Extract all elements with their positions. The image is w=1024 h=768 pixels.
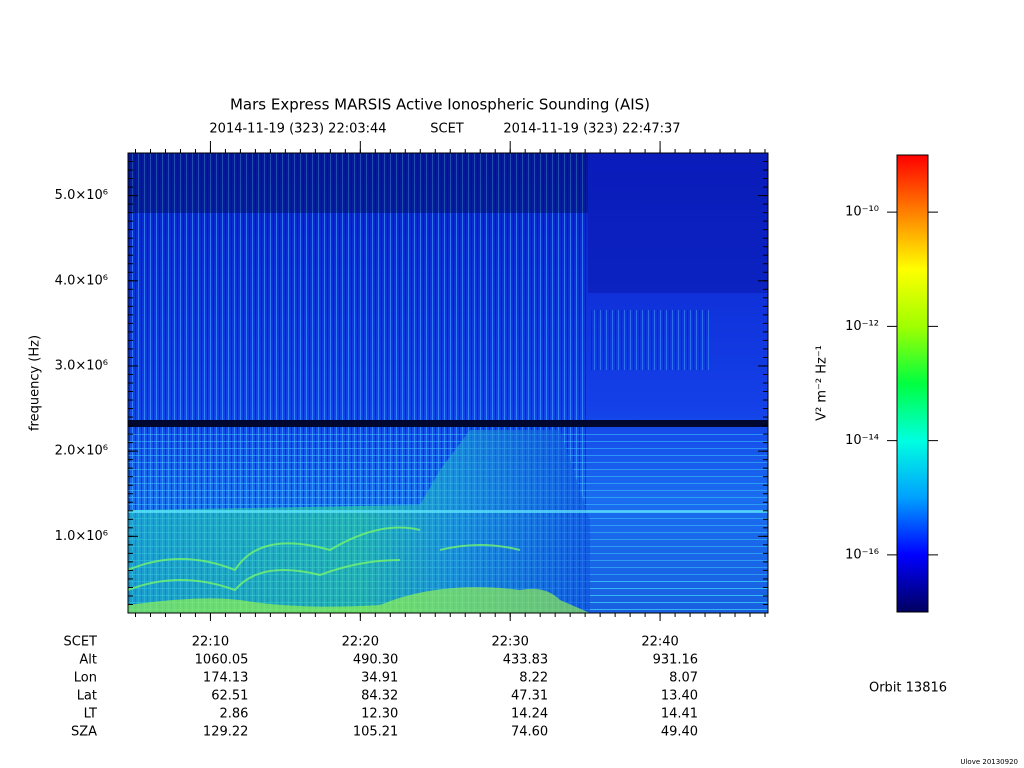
x-tick-label: 22:10 (192, 635, 229, 650)
ephemeris-row-label: Lat (77, 689, 97, 704)
subtitle-start: 2014-11-19 (323) 22:03:44 (209, 122, 386, 137)
y-tick-label: 4.0×10⁶ (55, 273, 108, 288)
ephemeris-value: 14.41 (661, 707, 698, 722)
ephemeris-time-label: SCET (64, 635, 98, 650)
ephemeris-value: 14.24 (511, 707, 548, 722)
credit: Ulove 20130920 (960, 758, 1018, 766)
ephemeris-value: 8.22 (519, 671, 548, 686)
ephemeris-value: 34.91 (361, 671, 398, 686)
ephemeris-value: 129.22 (203, 725, 249, 740)
subtitle-end: 2014-11-19 (323) 22:47:37 (503, 122, 680, 137)
ephemeris-row-label: Lon (74, 671, 97, 686)
ephemeris-value: 13.40 (661, 689, 698, 704)
ephemeris-value: 105.21 (353, 725, 399, 740)
ephemeris-row-label: SZA (71, 725, 97, 740)
y-tick-label: 3.0×10⁶ (55, 358, 108, 373)
x-tick-label: 22:40 (641, 635, 678, 650)
ephemeris-value: 49.40 (661, 725, 698, 740)
y-tick-label: 1.0×10⁶ (55, 529, 108, 544)
colorbar-tick-label: 10⁻¹² (845, 319, 879, 334)
ephemeris-value: 433.83 (503, 653, 549, 668)
ephemeris-value: 490.30 (353, 653, 399, 668)
ephemeris-row-label: LT (84, 707, 97, 722)
ephemeris-value: 12.30 (361, 707, 398, 722)
colorbar-tick-label: 10⁻¹⁶ (845, 547, 879, 562)
colorbar (896, 154, 929, 613)
colorbar-label: V² m⁻² Hz⁻¹ (815, 345, 830, 421)
y-axis-label: frequency (Hz) (28, 335, 43, 431)
y-tick-label: 5.0×10⁶ (55, 188, 108, 203)
ephemeris-value: 8.07 (669, 671, 698, 686)
ephemeris-value: 74.60 (511, 725, 548, 740)
ephemeris-value: 62.51 (211, 689, 248, 704)
x-tick-label: 22:30 (491, 635, 528, 650)
subtitle-scet: SCET (430, 122, 464, 137)
chart-title: Mars Express MARSIS Active Ionospheric S… (230, 96, 650, 114)
y-tick-label: 2.0×10⁶ (55, 444, 108, 459)
colorbar-tick-label: 10⁻¹⁰ (845, 205, 879, 220)
x-tick-label: 22:20 (342, 635, 379, 650)
ephemeris-value: 931.16 (653, 653, 699, 668)
orbit-label: Orbit 13816 (869, 681, 947, 696)
ephemeris-value: 47.31 (511, 689, 548, 704)
spectrogram-image (128, 153, 768, 613)
ephemeris-value: 1060.05 (195, 653, 249, 668)
ephemeris-value: 174.13 (203, 671, 249, 686)
colorbar-tick-label: 10⁻¹⁴ (845, 433, 879, 448)
ephemeris-value: 2.86 (219, 707, 248, 722)
ephemeris-row-label: Alt (79, 653, 97, 668)
ephemeris-value: 84.32 (361, 689, 398, 704)
